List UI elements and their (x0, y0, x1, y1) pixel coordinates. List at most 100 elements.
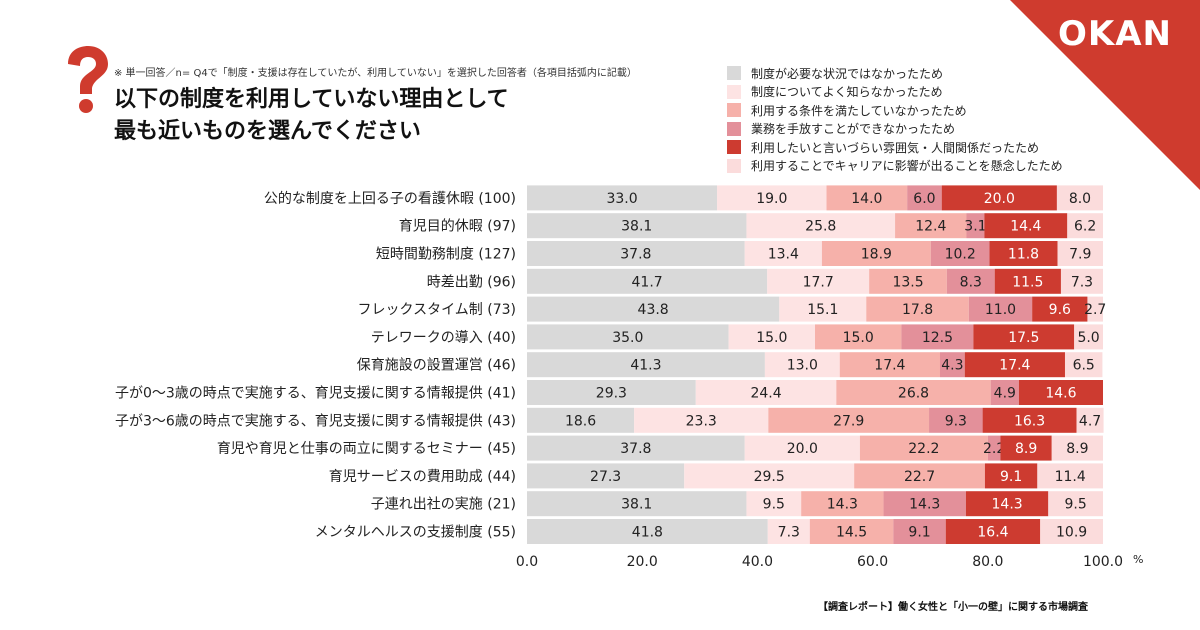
bar-segment (815, 324, 902, 350)
bar-segment (895, 213, 967, 239)
category-label: 公的な制度を上回る子の看護休暇 (100) (264, 191, 516, 207)
legend-label: 制度が必要な状況ではなかったため (751, 66, 944, 81)
bar-segment (821, 241, 931, 266)
bar-segment (869, 268, 947, 294)
bar-segment (527, 324, 729, 350)
bar-segment (728, 324, 815, 350)
bar-segment (1056, 185, 1103, 211)
bar-segment (966, 213, 985, 239)
bar-segment (527, 213, 747, 239)
data-label: 41.7 (632, 274, 663, 290)
bar-segment (527, 352, 765, 378)
category-label: 子が0～3歳の時点で実施する、育児支援に関する情報提供 (41) (115, 386, 516, 402)
chart-legend: 制度が必要な状況ではなかったため 制度についてよく知らなかったため 利用する条件… (727, 64, 1063, 175)
bar-segment (764, 352, 840, 378)
legend-swatch (727, 158, 741, 173)
data-label: 11.8 (1008, 247, 1039, 263)
data-label: 29.5 (754, 469, 785, 485)
data-label: 9.1 (908, 525, 930, 541)
legend-swatch (727, 103, 741, 118)
data-label: 10.9 (1056, 525, 1087, 541)
bar-segment (527, 241, 745, 266)
bar-segment (854, 463, 985, 489)
bar-segment (901, 324, 974, 350)
bar-segment (746, 491, 802, 517)
data-label: 17.8 (902, 302, 933, 318)
x-tick-label: 80.0 (972, 554, 1003, 570)
bar-segment (779, 296, 867, 322)
data-label: 22.7 (904, 469, 935, 485)
data-label: 2.2 (983, 441, 1005, 457)
bar-segment (836, 380, 991, 405)
category-label: テレワークの導入 (40) (371, 330, 516, 346)
x-tick-label: 0.0 (516, 554, 538, 570)
bar-segment (527, 435, 745, 461)
bar-segment (968, 296, 1033, 322)
bar-segment (1051, 435, 1103, 461)
bar-segment (527, 185, 718, 211)
data-label: 20.0 (787, 441, 818, 457)
bar-segment (744, 241, 822, 266)
legend-item: 利用することでキャリアに影響が出ることを懸念したため (727, 157, 1063, 176)
data-label: 3.1 (964, 219, 986, 235)
bar-segment (527, 380, 696, 405)
data-label: 14.5 (836, 525, 867, 541)
data-label: 9.3 (945, 413, 967, 429)
report-footer: 【調査レポート】働く女性と「小一の壁」に関する市場調査 (818, 602, 1088, 613)
legend-item: 制度が必要な状況ではなかったため (727, 64, 1063, 83)
bar-segment (1018, 380, 1103, 405)
bar-segment (893, 519, 946, 544)
bar-segment (767, 519, 810, 544)
bar-segment (1087, 296, 1103, 322)
category-label: 育児目的休暇 (97) (399, 219, 516, 235)
bar-segment (527, 268, 768, 294)
data-label: 14.6 (1045, 386, 1076, 402)
category-label: 短時間勤務制度 (127) (376, 247, 516, 263)
data-label: 13.5 (892, 274, 923, 290)
category-label: 子連れ出社の実施 (21) (371, 497, 516, 513)
data-label: 4.9 (994, 386, 1016, 402)
data-label: 7.3 (1071, 274, 1093, 290)
category-label: メンタルヘルスの支援制度 (55) (315, 525, 516, 541)
bar-segment (634, 407, 769, 433)
bar-segment (984, 463, 1038, 489)
data-label: 43.8 (638, 302, 669, 318)
bar-segment (809, 519, 894, 544)
bar-segment (1032, 296, 1088, 322)
bar-segment (1060, 268, 1103, 294)
legend-label: 利用する条件を満たしていなかったため (751, 103, 967, 118)
legend-label: 業務を手放すことができなかったため (751, 122, 956, 137)
data-label: 6.0 (913, 191, 935, 207)
bar-segment (1057, 241, 1103, 266)
category-label: フレックスタイム制 (73) (358, 302, 517, 318)
data-label: 18.9 (861, 247, 892, 263)
bar-segment (744, 435, 860, 461)
bar-segment (982, 407, 1077, 433)
bar-segment (930, 241, 990, 266)
bar-segment (1000, 435, 1052, 461)
page-title: 以下の制度を利用していない理由として 最も近いものを選んでください (114, 84, 509, 148)
data-label: 13.4 (768, 247, 799, 263)
data-label: 11.4 (1055, 469, 1086, 485)
data-label: 37.8 (620, 441, 651, 457)
data-label: 19.0 (756, 191, 787, 207)
category-label: 保育施設の設置運営 (46) (357, 358, 516, 374)
data-label: 29.3 (596, 386, 627, 402)
okan-logo: OKAN (1057, 14, 1172, 54)
bar-segment (964, 352, 1065, 378)
legend-item: 制度についてよく知らなかったため (727, 83, 1063, 102)
data-label: 11.0 (985, 302, 1016, 318)
category-label: 育児サービスの費用助成 (44) (329, 469, 516, 485)
data-label: 8.3 (960, 274, 982, 290)
bar-segment (987, 435, 1001, 461)
bar-segment (907, 185, 942, 211)
data-label: 7.9 (1069, 247, 1091, 263)
data-label: 12.4 (915, 219, 946, 235)
x-tick-label: 100.0 (1083, 554, 1123, 570)
bar-segment (965, 491, 1049, 517)
data-label: 14.3 (992, 497, 1023, 513)
data-label: 17.5 (1008, 330, 1039, 346)
data-label: 14.0 (851, 191, 882, 207)
bar-segment (746, 213, 896, 239)
data-label: 15.0 (756, 330, 787, 346)
